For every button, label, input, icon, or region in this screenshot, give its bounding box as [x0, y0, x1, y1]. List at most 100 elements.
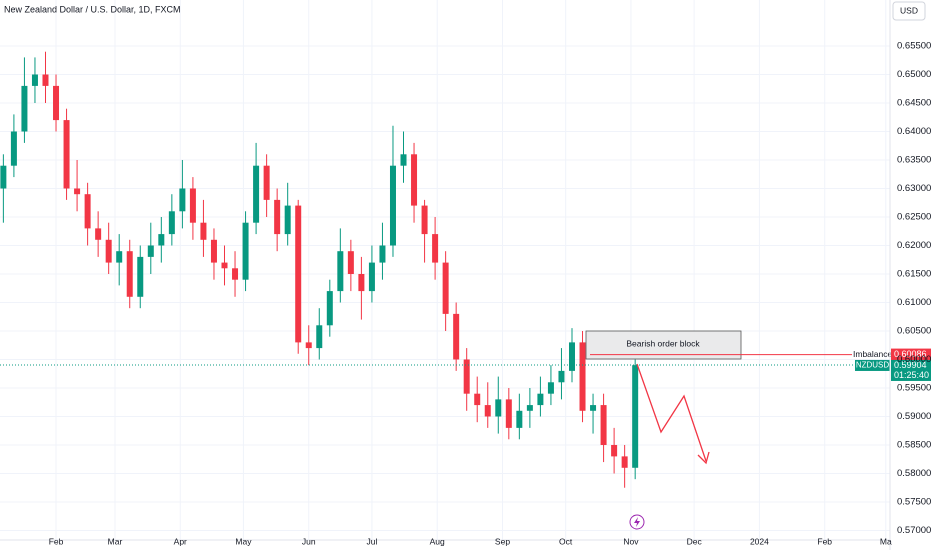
x-tick-label: Jun [302, 536, 316, 546]
arrow-head [697, 451, 710, 465]
y-tick-label: 0.61000 [897, 297, 931, 308]
candle-body [400, 154, 407, 166]
x-tick-label: Sep [495, 536, 510, 546]
candle-body [42, 74, 49, 86]
symbol-box [855, 359, 890, 371]
candle-body [442, 262, 449, 314]
candle-body [474, 393, 481, 406]
candle-body [453, 313, 460, 360]
x-tick-label: Feb [817, 536, 832, 546]
candle-body [326, 291, 333, 326]
y-tick-label: 0.64500 [897, 98, 931, 109]
candle-body [568, 342, 575, 371]
y-tick-label: 0.63500 [897, 155, 931, 166]
y-tick-label: 0.58000 [897, 468, 931, 479]
imbalance-price-box [891, 348, 931, 361]
candle-body [137, 256, 144, 297]
candle-body [389, 165, 396, 246]
candle-body [21, 85, 28, 132]
imbalance-price-label: 0.60086 [894, 349, 927, 359]
x-tick-label: Oct [559, 536, 573, 546]
y-tick-label: 0.60500 [897, 326, 931, 337]
x-tick-label: May [235, 536, 252, 546]
candle-body [179, 188, 186, 212]
candle-body [621, 456, 628, 468]
event-bolt [634, 517, 640, 527]
y-tick-label: 0.63000 [897, 183, 931, 194]
candle-body [379, 245, 386, 263]
y-tick-label: 0.58500 [897, 439, 931, 450]
currency-label[interactable]: USD [900, 5, 918, 15]
candle-body [411, 154, 418, 206]
candle-body [484, 405, 491, 417]
candle-body [210, 239, 217, 263]
candle-body [200, 222, 207, 240]
candle-body [53, 85, 60, 121]
x-tick-label: 2024 [750, 536, 769, 546]
candle-body [337, 251, 344, 292]
y-tick-label: 0.59000 [897, 411, 931, 422]
y-tick-label: 0.65500 [897, 41, 931, 52]
y-tick-label: 0.60000 [897, 354, 931, 365]
candle-body [263, 165, 270, 200]
candle-body [147, 245, 154, 257]
x-tick-label: Feb [49, 536, 64, 546]
candle-body [221, 262, 228, 269]
candle-body [600, 405, 607, 445]
candle-body [305, 342, 312, 349]
candle-body [158, 234, 165, 246]
candle-body [253, 165, 260, 223]
chart-title: New Zealand Dollar / U.S. Dollar, 1D, FX… [4, 4, 181, 14]
candle-body [242, 222, 249, 280]
order-block-label: Bearish order block [626, 338, 700, 348]
y-tick-label: 0.57500 [897, 496, 931, 507]
x-tick-label: Ma [880, 536, 892, 546]
candle-body [84, 194, 91, 229]
candle-body [368, 262, 375, 292]
y-tick-label: 0.57000 [897, 525, 931, 536]
countdown-label: 01:25:40 [894, 370, 929, 380]
y-tick-label: 0.59500 [897, 383, 931, 394]
candle-body [505, 399, 512, 428]
candle-body [284, 205, 291, 235]
symbol-label: NZDUSD [856, 361, 890, 370]
candle-body [526, 405, 533, 411]
last-price-label: 0.59904 [894, 360, 927, 370]
candle-body [558, 370, 565, 383]
projection-arrow [636, 363, 707, 462]
candles [0, 51, 639, 488]
candle-body [632, 365, 639, 468]
candle-body [358, 273, 365, 292]
candle-body [0, 165, 7, 189]
x-tick-label: Mar [108, 536, 123, 546]
y-tick-label: 0.62500 [897, 212, 931, 223]
candle-body [495, 399, 502, 417]
candle-body [126, 251, 133, 297]
y-tick-label: 0.62000 [897, 240, 931, 251]
candle-body [516, 410, 523, 428]
x-tick-label: Aug [430, 536, 445, 546]
candle-body [10, 131, 17, 166]
candle-body [232, 268, 239, 280]
candle-body [316, 325, 323, 349]
candle-body [274, 199, 281, 235]
x-tick-label: Dec [687, 536, 703, 546]
candle-body [590, 405, 597, 411]
grid [0, 0, 890, 540]
x-tick-label: Jul [366, 536, 377, 546]
candle-body [611, 444, 618, 457]
y-tick-label: 0.64000 [897, 126, 931, 137]
candle-body [463, 359, 470, 394]
x-tick-label: Nov [623, 536, 639, 546]
candle-body [579, 342, 586, 411]
y-tick-label: 0.61500 [897, 269, 931, 280]
candle-body [105, 239, 112, 263]
candle-body [168, 211, 175, 235]
y-tick-label: 0.65000 [897, 69, 931, 80]
candle-body [116, 251, 123, 263]
currency-button[interactable] [892, 1, 926, 21]
candle-body [421, 205, 428, 235]
